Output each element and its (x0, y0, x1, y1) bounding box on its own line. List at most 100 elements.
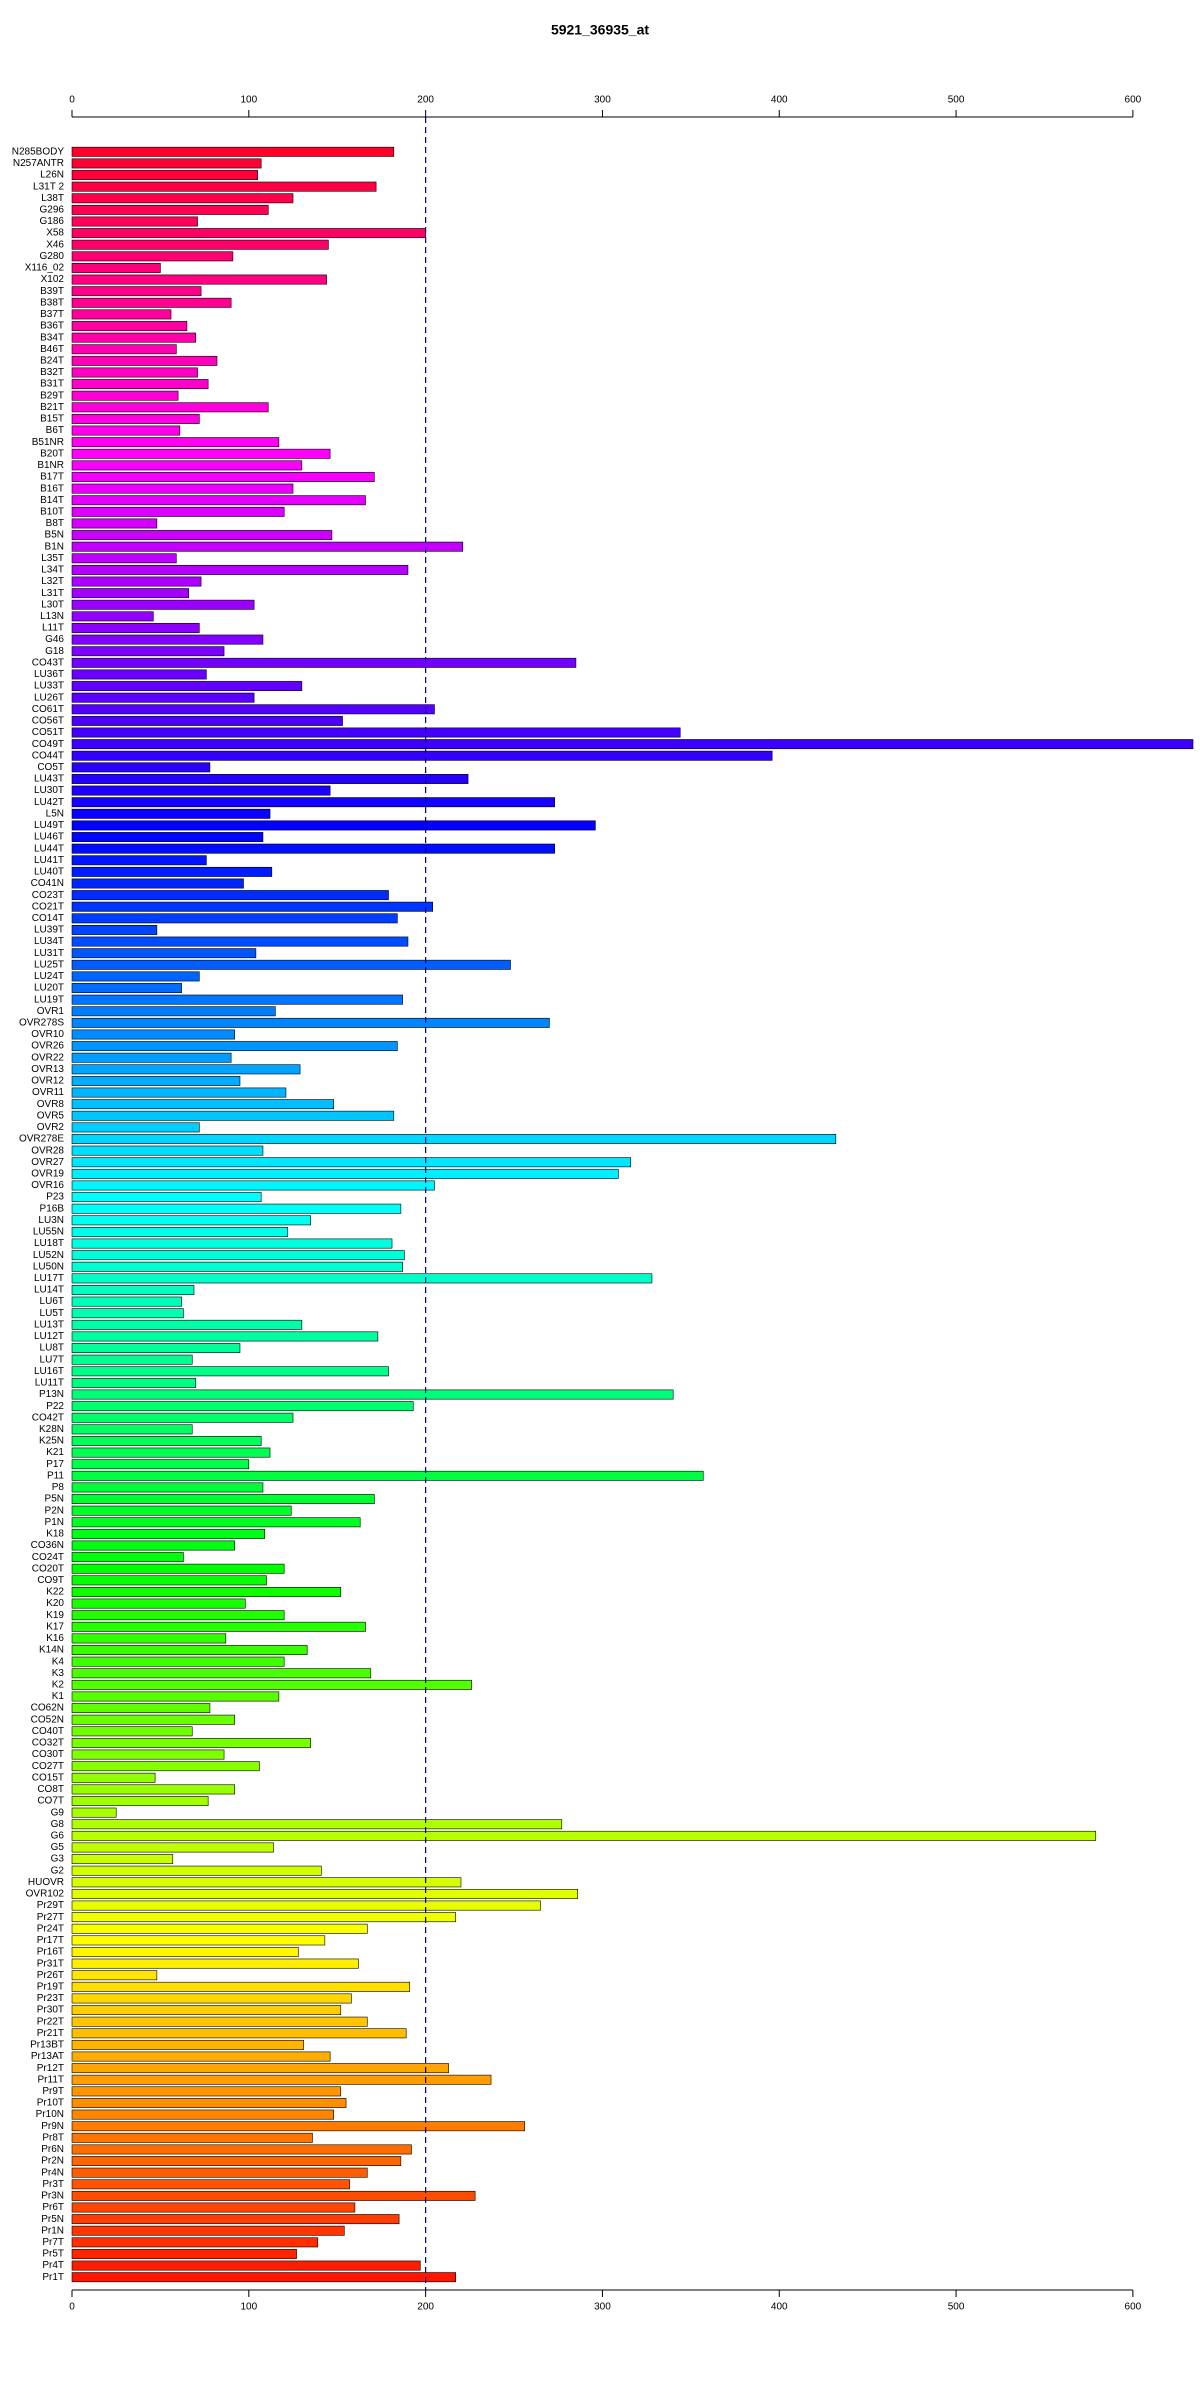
bar (71, 1854, 174, 1865)
y-tick-label: LU7T (40, 1354, 64, 1365)
bar (71, 1761, 260, 1772)
y-tick-label: L5N (46, 808, 64, 819)
y-tick-label: OVR19 (31, 1168, 64, 1179)
bar (71, 1122, 200, 1133)
x-tick-label: 0 (69, 95, 75, 106)
bar (71, 1528, 266, 1539)
y-tick-label: LU13T (34, 1319, 64, 1330)
bar (71, 1261, 403, 1272)
y-tick-label: K25N (39, 1436, 64, 1447)
bar (71, 866, 273, 877)
bar (71, 1703, 211, 1714)
y-tick-label: LU46T (34, 832, 64, 843)
y-tick-label: X58 (46, 228, 64, 239)
bar (71, 402, 269, 413)
bar (71, 774, 469, 784)
y-tick-label: CO32T (32, 1738, 64, 1749)
x-tick-label: 0 (69, 2302, 75, 2313)
y-tick-label: CO36N (31, 1540, 64, 1551)
y-tick-label: G9 (51, 1807, 65, 1818)
y-tick-label: LU52N (33, 1250, 64, 1261)
bar (71, 1587, 342, 1597)
y-tick-label: OVR28 (31, 1145, 64, 1156)
y-tick-label: Pr3N (41, 2191, 64, 2202)
y-tick-label: K18 (46, 1529, 64, 1540)
y-tick-label: B5N (45, 530, 64, 541)
y-tick-label: Pr5N (41, 2214, 64, 2225)
bar (71, 901, 434, 912)
bar (71, 1226, 289, 1237)
y-tick-label: P16B (40, 1203, 65, 1214)
bar (71, 1075, 241, 1086)
y-tick-label: OVR11 (32, 1087, 64, 1098)
y-tick-label: B14T (40, 495, 64, 506)
bar (71, 1610, 285, 1621)
bar (71, 1517, 361, 1528)
y-tick-label: Pr12T (37, 2063, 64, 2074)
y-tick-label: CO27T (32, 1761, 64, 1772)
bar (71, 506, 285, 517)
bar (71, 1157, 632, 1168)
y-tick-label: K16 (46, 1633, 64, 1644)
y-tick-label: OVR8 (37, 1099, 65, 1110)
y-tick-label: B15T (40, 414, 64, 425)
y-tick-label: B21T (40, 402, 64, 413)
y-tick-label: CO30T (32, 1749, 64, 1760)
y-tick-label: Pr19T (37, 1981, 64, 1992)
y-tick-label: LU31T (34, 948, 64, 959)
y-tick-label: G296 (40, 205, 65, 216)
bar (71, 1633, 227, 1644)
y-tick-label: B20T (40, 448, 64, 459)
bar (71, 1540, 235, 1551)
y-tick-label: Pr27T (37, 1912, 64, 1923)
bar (71, 1436, 262, 1446)
bar (71, 2132, 313, 2143)
y-tick-label: OVR13 (31, 1064, 64, 1075)
y-tick-label: LU42T (34, 797, 64, 808)
bar (71, 704, 435, 715)
y-tick-label: K22 (46, 1587, 64, 1598)
y-tick-label: K14N (39, 1645, 64, 1656)
y-tick-label: B37T (40, 309, 64, 320)
bar (71, 146, 395, 157)
bar (71, 681, 303, 692)
y-tick-label: B10T (40, 506, 64, 517)
y-tick-label: K21 (46, 1447, 64, 1458)
y-tick-label: G8 (51, 1819, 65, 1830)
bar (71, 1819, 563, 1830)
y-tick-label: G2 (51, 1865, 65, 1876)
y-tick-label: CO23T (32, 890, 64, 901)
bar (71, 1598, 246, 1609)
y-tick-label: LU5T (40, 1308, 64, 1319)
y-tick-label: Pr10N (36, 2109, 64, 2120)
y-tick-label: G186 (40, 216, 65, 227)
bar (71, 727, 681, 738)
bar (71, 1029, 235, 1040)
bar (71, 553, 177, 564)
y-tick-label: LU55N (33, 1227, 64, 1238)
y-tick-label: K1 (52, 1691, 65, 1702)
y-tick-label: Pr9T (42, 2086, 64, 2097)
bar (71, 472, 375, 482)
y-tick-label: K19 (46, 1610, 64, 1621)
bar (71, 2202, 356, 2213)
bar (71, 1505, 292, 1516)
y-tick-label: Pr30T (37, 2005, 64, 2016)
bar (71, 413, 200, 424)
y-tick-label: B16T (40, 483, 64, 494)
bar (71, 913, 398, 924)
bar (71, 1923, 368, 1934)
bar (71, 1366, 389, 1377)
y-tick-label: B32T (40, 367, 64, 378)
bar (71, 1180, 435, 1191)
bar (71, 1250, 405, 1261)
y-tick-label: CO51T (32, 727, 64, 738)
x-tick-label: 600 (1125, 95, 1142, 106)
bar (71, 2109, 334, 2120)
bar (71, 1958, 359, 1969)
y-tick-label: P22 (46, 1401, 64, 1412)
y-tick-label: L34T (41, 565, 64, 576)
bar (71, 1737, 311, 1748)
bar (71, 1087, 287, 1098)
y-tick-label: B36T (40, 321, 64, 332)
